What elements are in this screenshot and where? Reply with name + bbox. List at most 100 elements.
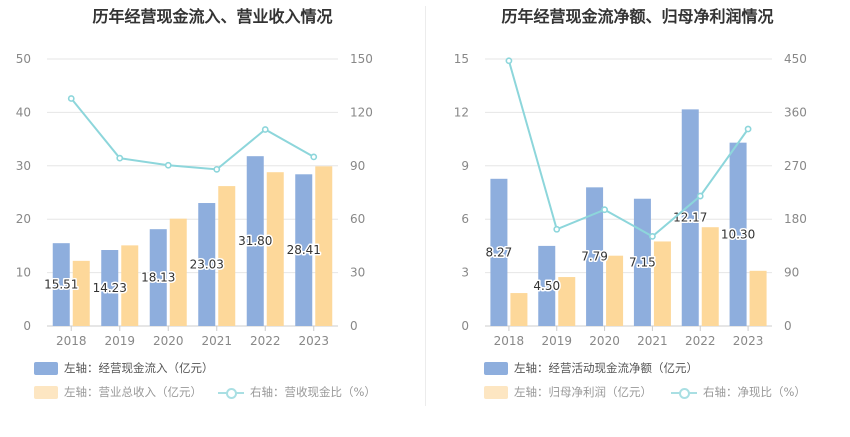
bar-series-2 [169,218,187,326]
x-tick-label: 2019 [104,334,135,348]
legend-label: 右轴：营收现金比（%） [250,385,376,399]
legend-item-net-profit[interactable]: 左轴：归母净利润（亿元） [484,384,652,400]
bar-data-label: 23.03 [190,258,224,272]
y-right-tick-label: 120 [350,105,373,119]
legend-label: 右轴：净现比（%） [703,385,806,399]
legend-line-icon [218,386,244,399]
y-right-tick-label: 360 [784,105,807,119]
line-point [261,126,269,133]
y-left-tick-label: 50 [16,52,31,66]
x-tick-label: 2020 [153,334,184,348]
line-point [744,125,752,133]
bar-series-2 [510,293,528,326]
x-tick-label: 2021 [201,334,232,348]
bar-data-label: 15.51 [44,278,78,292]
legend-item-cash-inflow[interactable]: 左轴：经营现金流入（亿元） [34,360,214,376]
line-series [507,60,749,238]
x-tick-label: 2022 [685,334,716,348]
bar-series-2 [266,172,284,326]
chart-title: 历年经营现金流入、营业收入情况 [92,7,333,26]
legend-swatch [34,385,58,399]
legend-label: 左轴：营业总收入（亿元） [64,385,202,399]
y-right-tick-label: 30 [350,266,365,280]
y-right-tick-label: 90 [350,159,365,173]
y-right-tick-label: 0 [350,319,358,333]
x-tick-label: 2018 [56,334,87,348]
bar-data-label: 28.41 [287,243,321,257]
legend-swatch [34,361,58,375]
chart-panel-left: 历年经营现金流入、营业收入情况 0 0 10 30 20 60 30 90 40 120 50 150… [16,7,376,400]
y-left-tick-label: 3 [461,266,469,280]
legend-label: 左轴：经营活动现金流净额（亿元） [514,361,698,375]
line-series [70,97,315,171]
x-tick-label: 2023 [298,334,329,348]
bar-series-1 [729,142,747,326]
x-tick-label: 2019 [541,334,572,348]
legend-item-revenue[interactable]: 左轴：营业总收入（亿元） [34,384,202,400]
chart-plot-left: 0 0 10 30 20 60 30 90 40 120 50 150 2018 2019 2020 2021… [16,52,373,348]
bar-series-1 [633,198,651,326]
y-right-tick-label: 180 [784,212,807,226]
x-tick-label: 2023 [733,334,764,348]
bar-data-label: 10.30 [721,227,755,241]
y-left-tick-label: 10 [16,266,31,280]
bar-series-1 [101,250,119,326]
legend-line-icon [671,386,697,399]
bar-series-1 [246,156,264,326]
line-point [116,154,124,162]
y-left-tick-label: 0 [461,319,469,333]
panel-divider [425,6,426,406]
y-right-tick-label: 60 [350,212,365,226]
y-right-tick-label: 270 [784,159,807,173]
bar-data-label: 8.27 [486,245,513,259]
x-tick-label: 2022 [250,334,281,348]
line-point [213,165,221,173]
bar-series-1 [681,109,699,327]
bar-data-label: 18.13 [141,271,175,285]
x-tick-label: 2018 [494,334,525,348]
bar-series-2 [558,277,576,326]
bar-series-1 [586,187,604,326]
line-point [505,57,513,65]
x-tick-label: 2021 [637,334,668,348]
bar-series-1 [538,245,556,326]
chart-title: 历年经营现金流净额、归母净利润情况 [501,7,774,26]
y-right-tick-label: 450 [784,52,807,66]
y-right-tick-label: 150 [350,52,373,66]
line-point [553,225,561,233]
bar-series-2 [218,186,236,326]
bar-data-label: 7.79 [581,250,608,264]
chart-plot-right: 0 0 3 90 6 180 9 270 12 360 15 450 2018 2019 2020 2021 2… [454,52,807,348]
legend-label: 左轴：经营现金流入（亿元） [64,361,214,375]
y-right-tick-label: 90 [784,266,799,280]
bar-data-label: 31.80 [238,234,272,248]
y-left-tick-label: 15 [454,52,469,66]
y-left-tick-label: 6 [461,212,469,226]
y-left-tick-label: 20 [16,212,31,226]
legend-item-net-cash-ratio[interactable]: 右轴：净现比（%） [671,384,806,400]
bar-data-label: 7.15 [629,255,656,269]
y-left-tick-label: 40 [16,105,31,119]
line-point [696,192,704,200]
legend-label: 左轴：归母净利润（亿元） [514,385,652,399]
legend-item-cash-ratio[interactable]: 右轴：营收现金比（%） [218,384,376,400]
bar-data-label: 4.50 [533,279,560,293]
chart-panel-right: 历年经营现金流净额、归母净利润情况 0 0 3 90 6 180 9 270 12 360 15 45… [425,0,850,437]
bar-series-1 [490,178,508,326]
line-point [164,161,172,169]
bar-series-2 [749,270,767,326]
y-left-tick-label: 30 [16,159,31,173]
bar-series-1 [198,203,216,326]
line-point [601,206,608,214]
legend-swatch [484,385,508,399]
bar-series-2 [606,255,624,326]
bar-data-label: 14.23 [93,281,127,295]
bar-series-2 [653,241,671,326]
bar-series-1 [295,174,313,326]
line-point [310,153,318,161]
bar-series-2 [701,227,719,326]
legend-item-net-cash-flow[interactable]: 左轴：经营活动现金流净额（亿元） [484,360,698,376]
line-point [67,95,75,102]
bar-data-label: 12.17 [673,211,707,225]
line-point [649,233,656,240]
